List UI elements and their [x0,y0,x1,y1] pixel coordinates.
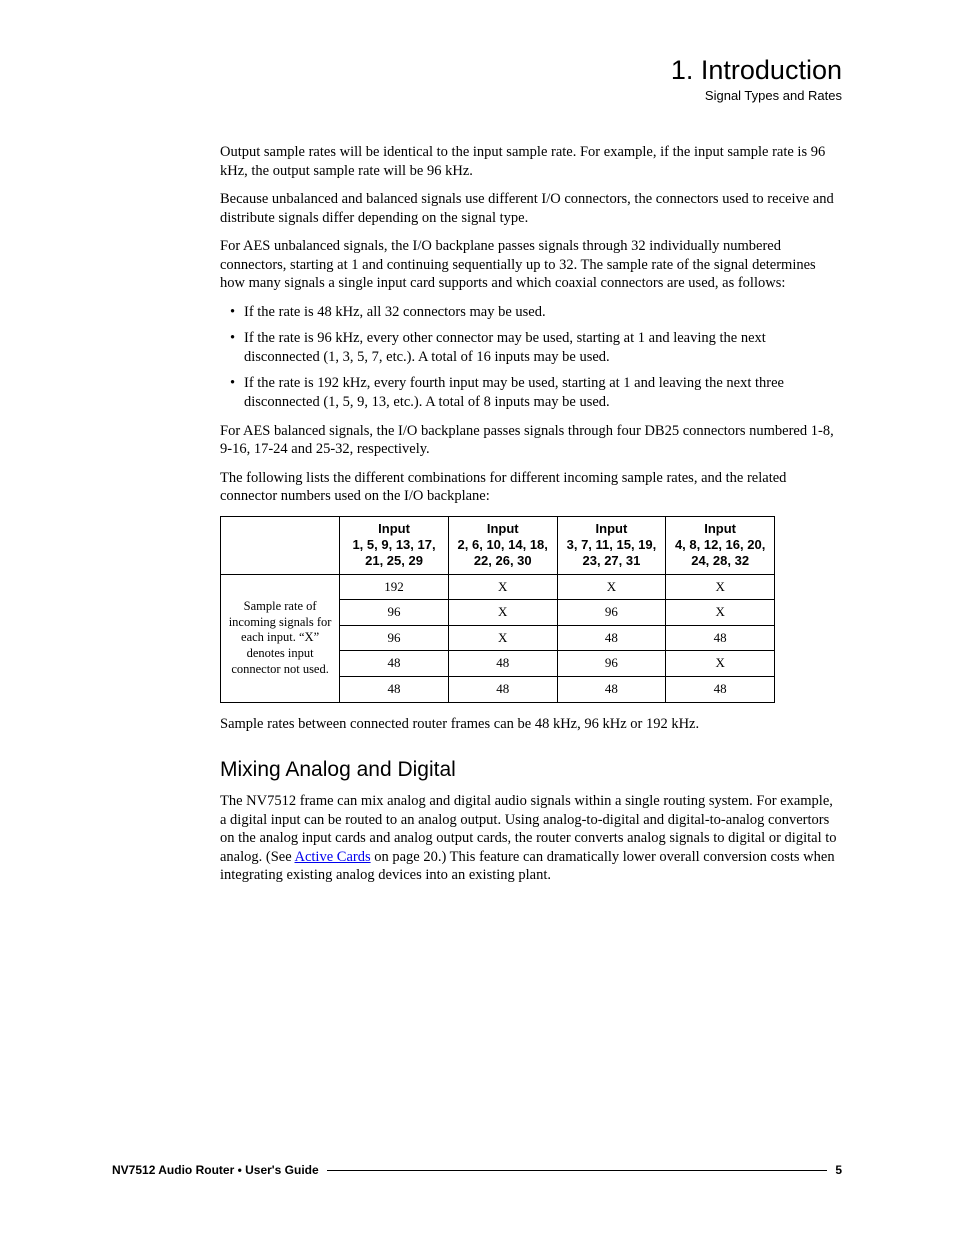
table-header: Input 2, 6, 10, 14, 18, 22, 26, 30 [448,516,557,574]
footer-rule [327,1170,828,1171]
table-cell: 48 [340,651,449,677]
paragraph: Sample rates between connected router fr… [220,715,842,734]
table-cell: 48 [340,677,449,703]
table-header: Input 4, 8, 12, 16, 20, 24, 28, 32 [666,516,775,574]
paragraph: Output sample rates will be identical to… [220,143,842,180]
table-cell: X [666,651,775,677]
page-footer: NV7512 Audio Router • User's Guide 5 [112,1163,842,1177]
section-heading: Mixing Analog and Digital [220,757,842,784]
paragraph: For AES unbalanced signals, the I/O back… [220,237,842,293]
table-header: Input 1, 5, 9, 13, 17, 21, 25, 29 [340,516,449,574]
bullet-list: If the rate is 48 kHz, all 32 connectors… [220,303,842,412]
footer-doc-title: NV7512 Audio Router • User's Guide [112,1163,319,1177]
table-cell: X [448,600,557,626]
page-number: 5 [835,1163,842,1177]
list-item: If the rate is 48 kHz, all 32 connectors… [220,303,842,322]
table-cell: 48 [448,651,557,677]
table-cell: 48 [557,625,666,651]
table-cell: X [666,574,775,600]
page-header: 1. Introduction Signal Types and Rates [112,55,842,103]
paragraph: The NV7512 frame can mix analog and digi… [220,792,842,885]
list-item: If the rate is 96 kHz, every other conne… [220,329,842,366]
table-cell: 48 [666,677,775,703]
table-cell: X [557,574,666,600]
table-cell: X [448,574,557,600]
table-cell: 96 [557,651,666,677]
table-cell: 96 [340,625,449,651]
table-cell: 96 [557,600,666,626]
table-cell: 48 [448,677,557,703]
list-item: If the rate is 192 kHz, every fourth inp… [220,374,842,411]
paragraph: The following lists the different combin… [220,469,842,506]
sample-rate-table: Input 1, 5, 9, 13, 17, 21, 25, 29 Input … [220,516,775,703]
paragraph: Because unbalanced and balanced signals … [220,190,842,227]
table-cell: 48 [666,625,775,651]
chapter-subtitle: Signal Types and Rates [112,88,842,103]
table-cell: X [448,625,557,651]
table-cell: 96 [340,600,449,626]
body-content: Output sample rates will be identical to… [112,143,842,885]
document-page: 1. Introduction Signal Types and Rates O… [0,0,954,1235]
table-cell: 48 [557,677,666,703]
paragraph: For AES balanced signals, the I/O backpl… [220,422,842,459]
table-header: Input 3, 7, 11, 15, 19, 23, 27, 31 [557,516,666,574]
table-cell: 192 [340,574,449,600]
chapter-title: 1. Introduction [112,55,842,86]
table-cell: X [666,600,775,626]
row-label: Sample rate of incoming signals for each… [221,574,340,702]
active-cards-link[interactable]: Active Cards [295,849,371,865]
